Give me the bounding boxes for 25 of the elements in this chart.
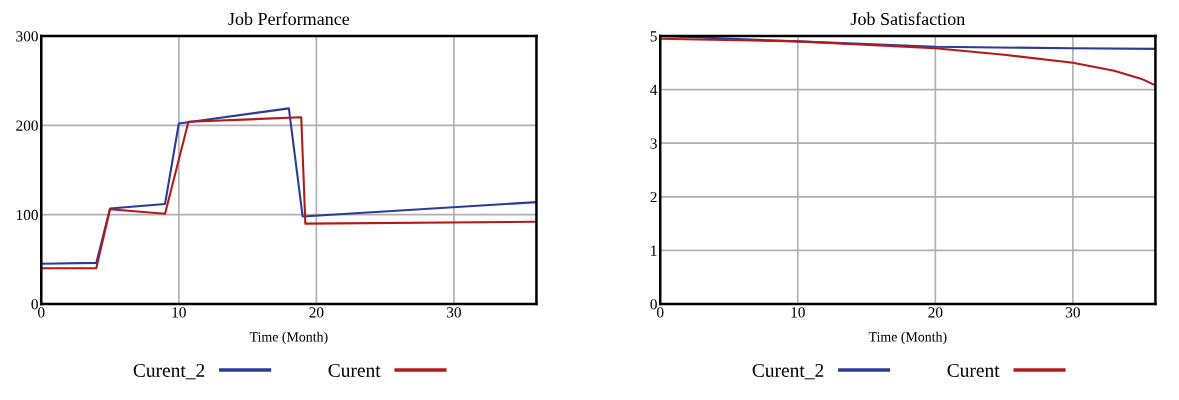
x-tick-label: 0 — [38, 307, 45, 318]
chart-title: Job Satisfaction — [850, 12, 965, 26]
y-tick-label: 2 — [650, 191, 657, 203]
x-tick-label: 10 — [791, 307, 805, 318]
y-tick-label: 4 — [650, 84, 658, 95]
y-tick-label: 5 — [650, 31, 657, 42]
legend-label: Curent_2 — [752, 363, 824, 380]
x-axis-title: Time (Month) — [249, 331, 328, 345]
legend-label: Curent — [947, 363, 1000, 377]
x-tick-label: 20 — [928, 307, 943, 318]
x-tick-label: 30 — [1065, 307, 1080, 318]
y-tick-label: 300 — [16, 31, 38, 42]
y-tick-label: 100 — [16, 209, 38, 221]
legend-label: Curent — [328, 363, 381, 377]
legend-label: Curent_2 — [133, 363, 205, 380]
x-axis-title: Time (Month) — [868, 331, 947, 345]
x-tick-label: 30 — [447, 307, 461, 318]
x-tick-label: 20 — [309, 307, 324, 318]
y-tick-label: 3 — [650, 138, 657, 149]
y-tick-label: 200 — [16, 120, 38, 131]
x-tick-label: 10 — [172, 307, 186, 318]
y-tick-label: 0 — [31, 299, 38, 310]
y-tick-label: 1 — [651, 245, 657, 256]
chart-title: Job Performance — [228, 12, 350, 26]
y-tick-label: 0 — [650, 299, 657, 310]
